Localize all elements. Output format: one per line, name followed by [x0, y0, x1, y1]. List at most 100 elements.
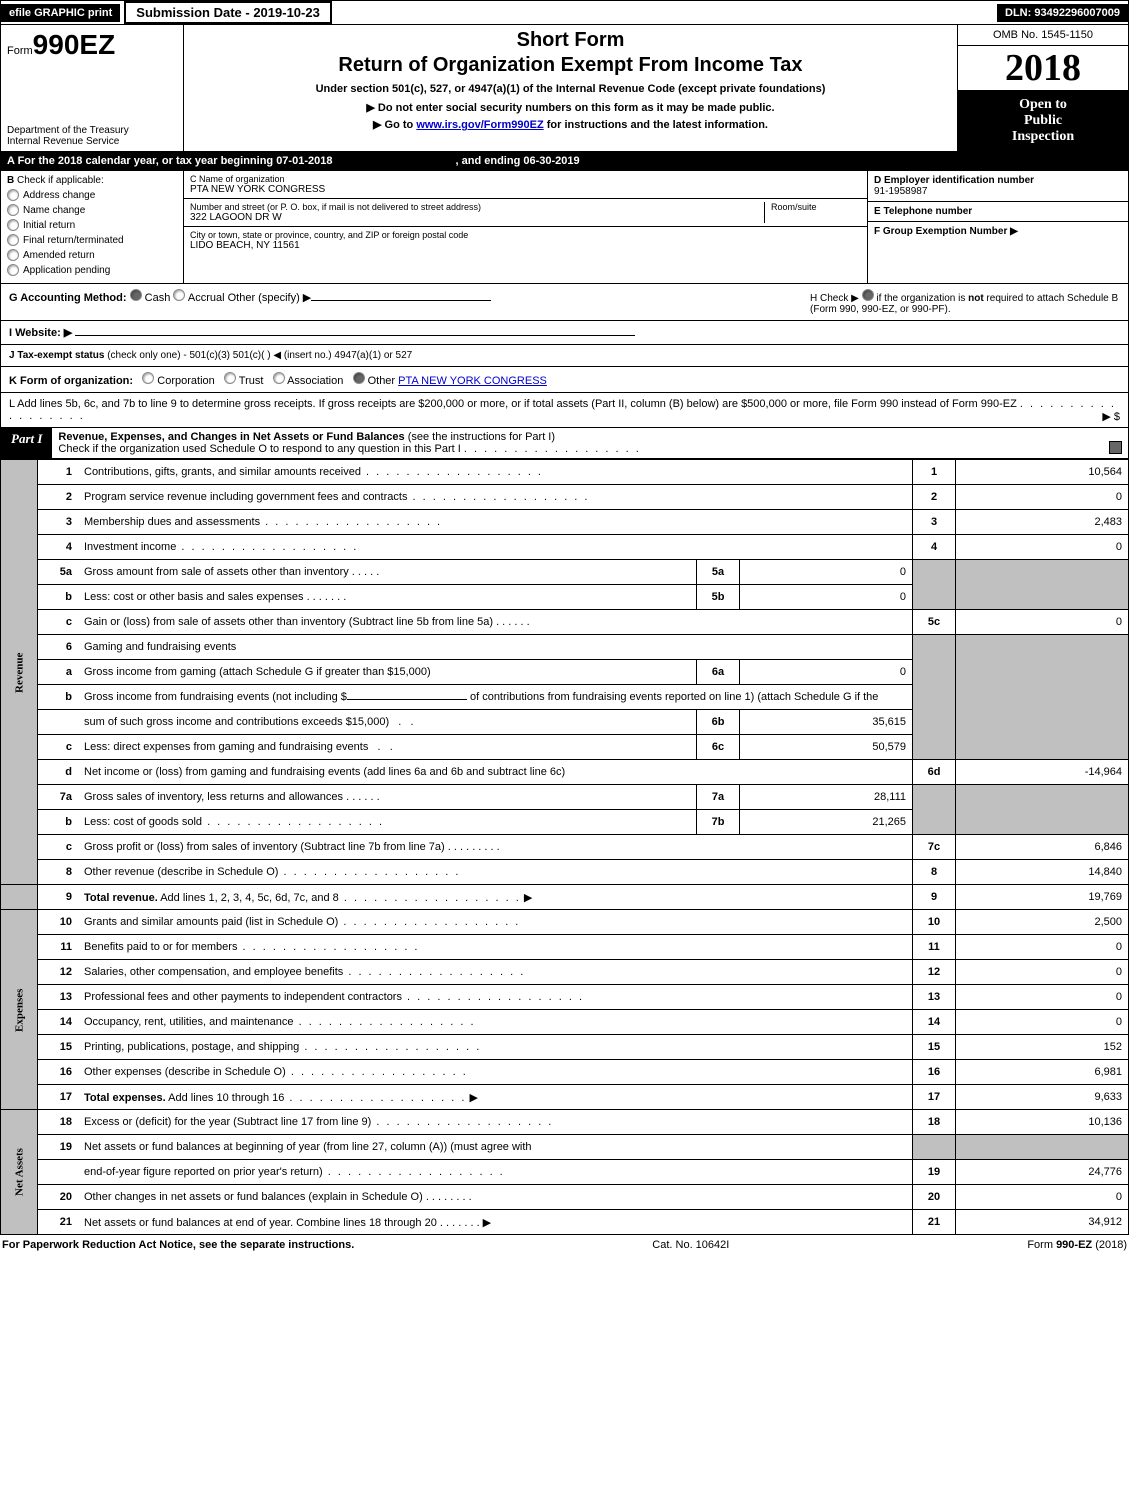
department-label: Department of the Treasury Internal Reve… — [7, 125, 177, 147]
efile-print-button[interactable]: efile GRAPHIC print — [1, 4, 120, 22]
line-num: b — [38, 585, 79, 610]
line-num: 21 — [38, 1210, 79, 1235]
column-def: D Employer identification number 91-1958… — [867, 171, 1128, 283]
dln-label: DLN: 93492296007009 — [997, 4, 1128, 22]
table-row: 14Occupancy, rent, utilities, and mainte… — [1, 1010, 1129, 1035]
line-value: 0 — [956, 935, 1129, 960]
line-desc: Net assets or fund balances at beginning… — [78, 1135, 913, 1160]
radio-icon[interactable] — [224, 372, 236, 384]
radio-icon[interactable] — [273, 372, 285, 384]
line-num: d — [38, 760, 79, 785]
street-label: Number and street (or P. O. box, if mail… — [190, 202, 764, 212]
row-gh: G Accounting Method: Cash Accrual Other … — [0, 284, 1129, 321]
room-label: Room/suite — [771, 202, 861, 212]
row-l-gross-receipts: L Add lines 5b, 6c, and 7b to line 9 to … — [0, 393, 1129, 428]
schedule-o-checkbox[interactable] — [1109, 441, 1122, 454]
line-desc: Other expenses (describe in Schedule O) — [78, 1060, 913, 1085]
radio-icon[interactable] — [862, 289, 874, 301]
radio-icon — [7, 264, 19, 276]
line-ref: 13 — [913, 985, 956, 1010]
k-other-link[interactable]: PTA NEW YORK CONGRESS — [398, 375, 547, 387]
line-desc: Net assets or fund balances at end of ye… — [78, 1210, 913, 1235]
line-value: 14,840 — [956, 860, 1129, 885]
table-row: Expenses 10 Grants and similar amounts p… — [1, 910, 1129, 935]
dots-icon — [464, 443, 641, 455]
check-name-change[interactable]: Name change — [7, 204, 177, 216]
radio-icon[interactable] — [130, 289, 142, 301]
submission-date-button[interactable]: Submission Date - 2019-10-23 — [124, 1, 332, 24]
sub-value: 0 — [740, 585, 913, 610]
line-ref: 8 — [913, 860, 956, 885]
table-row: 12Salaries, other compensation, and empl… — [1, 960, 1129, 985]
line-num: 18 — [38, 1110, 79, 1135]
line-value: 152 — [956, 1035, 1129, 1060]
footer-left: For Paperwork Reduction Act Notice, see … — [2, 1239, 354, 1251]
form-header: Form990EZ Department of the Treasury Int… — [0, 25, 1129, 152]
check-application-pending[interactable]: Application pending — [7, 264, 177, 276]
line-value: 0 — [956, 1185, 1129, 1210]
i-label: I Website: ▶ — [9, 327, 72, 339]
dept-line1: Department of the Treasury — [7, 125, 177, 136]
k-trust: Trust — [239, 375, 264, 387]
h-not: not — [968, 293, 984, 304]
line-num: 14 — [38, 1010, 79, 1035]
sub-value: 50,579 — [740, 735, 913, 760]
line-desc: Less: direct expenses from gaming and fu… — [78, 735, 697, 760]
check-amended-return[interactable]: Amended return — [7, 249, 177, 261]
org-city-row: City or town, state or province, country… — [184, 227, 867, 283]
netassets-sidebar: Net Assets — [1, 1110, 38, 1235]
line-desc: Less: cost or other basis and sales expe… — [78, 585, 697, 610]
other-specify-input[interactable] — [311, 300, 491, 301]
table-row: 8 Other revenue (describe in Schedule O)… — [1, 860, 1129, 885]
radio-icon[interactable] — [142, 372, 154, 384]
line-desc: Benefits paid to or for members — [78, 935, 913, 960]
line-ref: 6d — [913, 760, 956, 785]
group-exemption-row: F Group Exemption Number ▶ — [868, 222, 1128, 283]
line-num: 20 — [38, 1185, 79, 1210]
table-row: 2 Program service revenue including gove… — [1, 485, 1129, 510]
line-ref: 5c — [913, 610, 956, 635]
table-row: 5a Gross amount from sale of assets othe… — [1, 560, 1129, 585]
irs-link[interactable]: www.irs.gov/Form990EZ — [416, 119, 543, 131]
telephone-row: E Telephone number — [868, 202, 1128, 222]
radio-icon — [7, 189, 19, 201]
check-address-change[interactable]: Address change — [7, 189, 177, 201]
table-row: 13Professional fees and other payments t… — [1, 985, 1129, 1010]
line-ref: 16 — [913, 1060, 956, 1085]
radio-icon[interactable] — [173, 289, 185, 301]
line-ref: 7c — [913, 835, 956, 860]
sub-ref: 6b — [697, 710, 740, 735]
table-row: 20Other changes in net assets or fund ba… — [1, 1185, 1129, 1210]
line-value: 9,633 — [956, 1085, 1129, 1110]
sub-value: 35,615 — [740, 710, 913, 735]
accounting-method: G Accounting Method: Cash Accrual Other … — [9, 289, 491, 315]
contrib-input[interactable] — [347, 699, 467, 700]
subtitle: Under section 501(c), 527, or 4947(a)(1)… — [188, 83, 953, 95]
column-b-checkboxes: B Check if applicable: Address change Na… — [1, 171, 184, 283]
org-street-row: Number and street (or P. O. box, if mail… — [184, 199, 867, 227]
sub-ref: 6c — [697, 735, 740, 760]
ssn-warning: ▶ Do not enter social security numbers o… — [188, 101, 953, 114]
goto-pre: ▶ Go to — [373, 119, 416, 131]
check-final-return[interactable]: Final return/terminated — [7, 234, 177, 246]
line-num: 5a — [38, 560, 79, 585]
grey-cell — [956, 635, 1129, 760]
line-desc: Gain or (loss) from sale of assets other… — [78, 610, 913, 635]
row-j-tax-exempt: J Tax-exempt status (check only one) - 5… — [0, 345, 1129, 367]
check-initial-return[interactable]: Initial return — [7, 219, 177, 231]
line-num: 13 — [38, 985, 79, 1010]
part-i-desc: Revenue, Expenses, and Changes in Net As… — [52, 428, 1128, 458]
radio-icon[interactable] — [353, 372, 365, 384]
radio-icon — [7, 204, 19, 216]
revenue-sidebar: Revenue — [1, 460, 38, 885]
line-num: 10 — [38, 910, 79, 935]
line-desc: Gaming and fundraising events — [78, 635, 913, 660]
radio-icon — [7, 219, 19, 231]
website-input[interactable] — [75, 335, 635, 336]
grey-cell — [913, 560, 956, 610]
line-desc: Net income or (loss) from gaming and fun… — [78, 760, 913, 785]
h-pre: H Check ▶ — [810, 293, 859, 304]
line-value: 34,912 — [956, 1210, 1129, 1235]
ein-label: D Employer identification number — [874, 175, 1122, 186]
part-i-table: Revenue 1 Contributions, gifts, grants, … — [0, 459, 1129, 1235]
